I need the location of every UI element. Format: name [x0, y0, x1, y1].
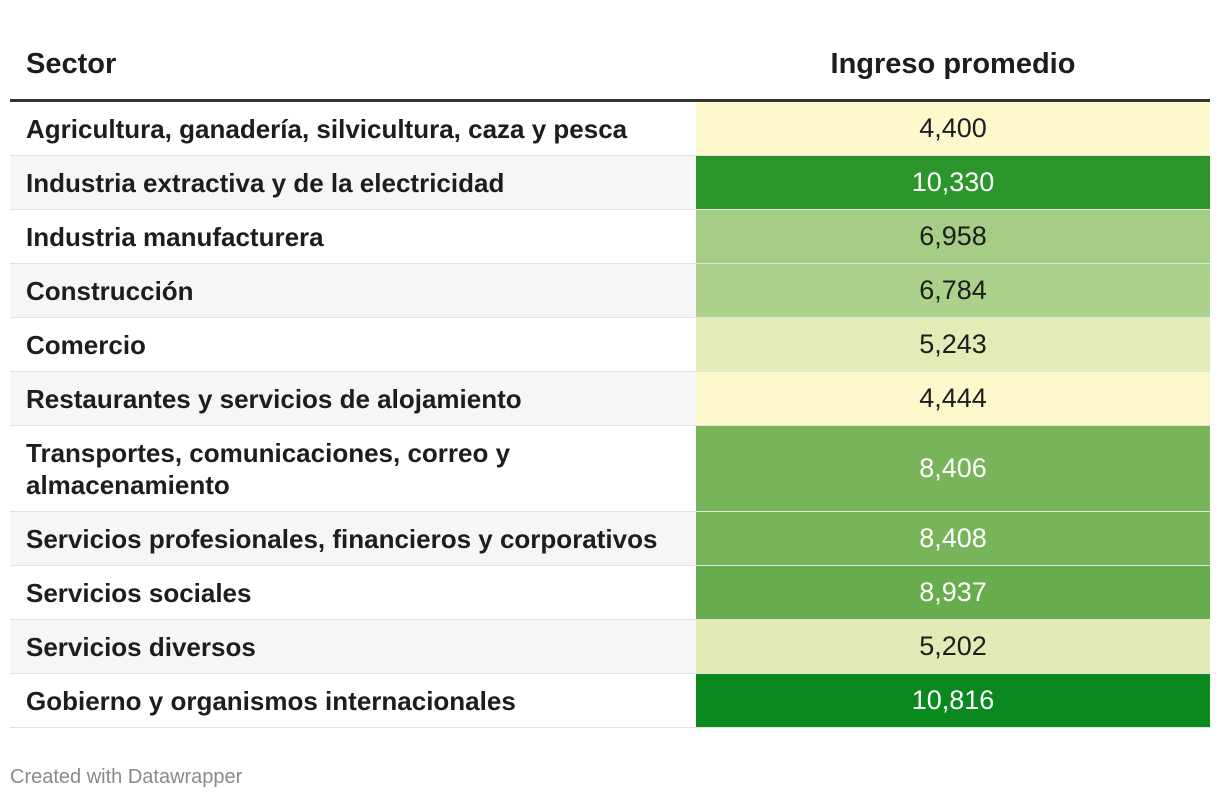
table-row: Industria manufacturera 6,958	[10, 210, 1210, 264]
income-cell: 10,816	[696, 674, 1210, 727]
income-cell: 5,202	[696, 620, 1210, 673]
table-row: Servicios diversos 5,202	[10, 620, 1210, 674]
table-row: Restaurantes y servicios de alojamiento 4…	[10, 372, 1210, 426]
data-table: Sector Ingreso promedio Agricultura, gan…	[10, 0, 1210, 728]
income-cell: 6,784	[696, 264, 1210, 317]
sector-cell: Agricultura, ganadería, silvicultura, ca…	[26, 113, 628, 144]
sector-cell: Servicios sociales	[26, 577, 252, 608]
table-row: Construcción 6,784	[10, 264, 1210, 318]
sector-cell: Servicios diversos	[26, 631, 256, 662]
sector-cell: Construcción	[26, 275, 194, 306]
income-cell: 8,406	[696, 426, 1210, 511]
sector-cell: Servicios profesionales, financieros y c…	[26, 523, 658, 554]
income-cell: 10,330	[696, 156, 1210, 209]
sector-cell: Restaurantes y servicios de alojamiento	[26, 383, 522, 414]
table-row: Transportes, comunicaciones, correo y al…	[10, 426, 1210, 512]
table-body: Agricultura, ganadería, silvicultura, ca…	[10, 102, 1210, 728]
income-cell: 8,937	[696, 566, 1210, 619]
income-cell: 4,400	[696, 102, 1210, 155]
income-cell: 4,444	[696, 372, 1210, 425]
datawrapper-credit: Created with Datawrapper	[10, 766, 243, 788]
table-row: Gobierno y organismos internacionales 10,…	[10, 674, 1210, 728]
table-header: Sector Ingreso promedio	[10, 0, 1210, 102]
column-header-income: Ingreso promedio	[830, 48, 1076, 80]
table-row: Industria extractiva y de la electricida…	[10, 156, 1210, 210]
sector-cell: Industria extractiva y de la electricida…	[26, 167, 505, 198]
table-row: Servicios sociales 8,937	[10, 566, 1210, 620]
income-cell: 8,408	[696, 512, 1210, 565]
table-row: Servicios profesionales, financieros y c…	[10, 512, 1210, 566]
sector-cell: Gobierno y organismos internacionales	[26, 685, 516, 716]
table-row: Comercio 5,243	[10, 318, 1210, 372]
income-cell: 5,243	[696, 318, 1210, 371]
table-row: Agricultura, ganadería, silvicultura, ca…	[10, 102, 1210, 156]
sector-cell: Industria manufacturera	[26, 221, 324, 252]
income-cell: 6,958	[696, 210, 1210, 263]
sector-cell: Transportes, comunicaciones, correo y al…	[26, 437, 511, 500]
column-header-sector: Sector	[26, 48, 117, 80]
sector-cell: Comercio	[26, 329, 146, 360]
